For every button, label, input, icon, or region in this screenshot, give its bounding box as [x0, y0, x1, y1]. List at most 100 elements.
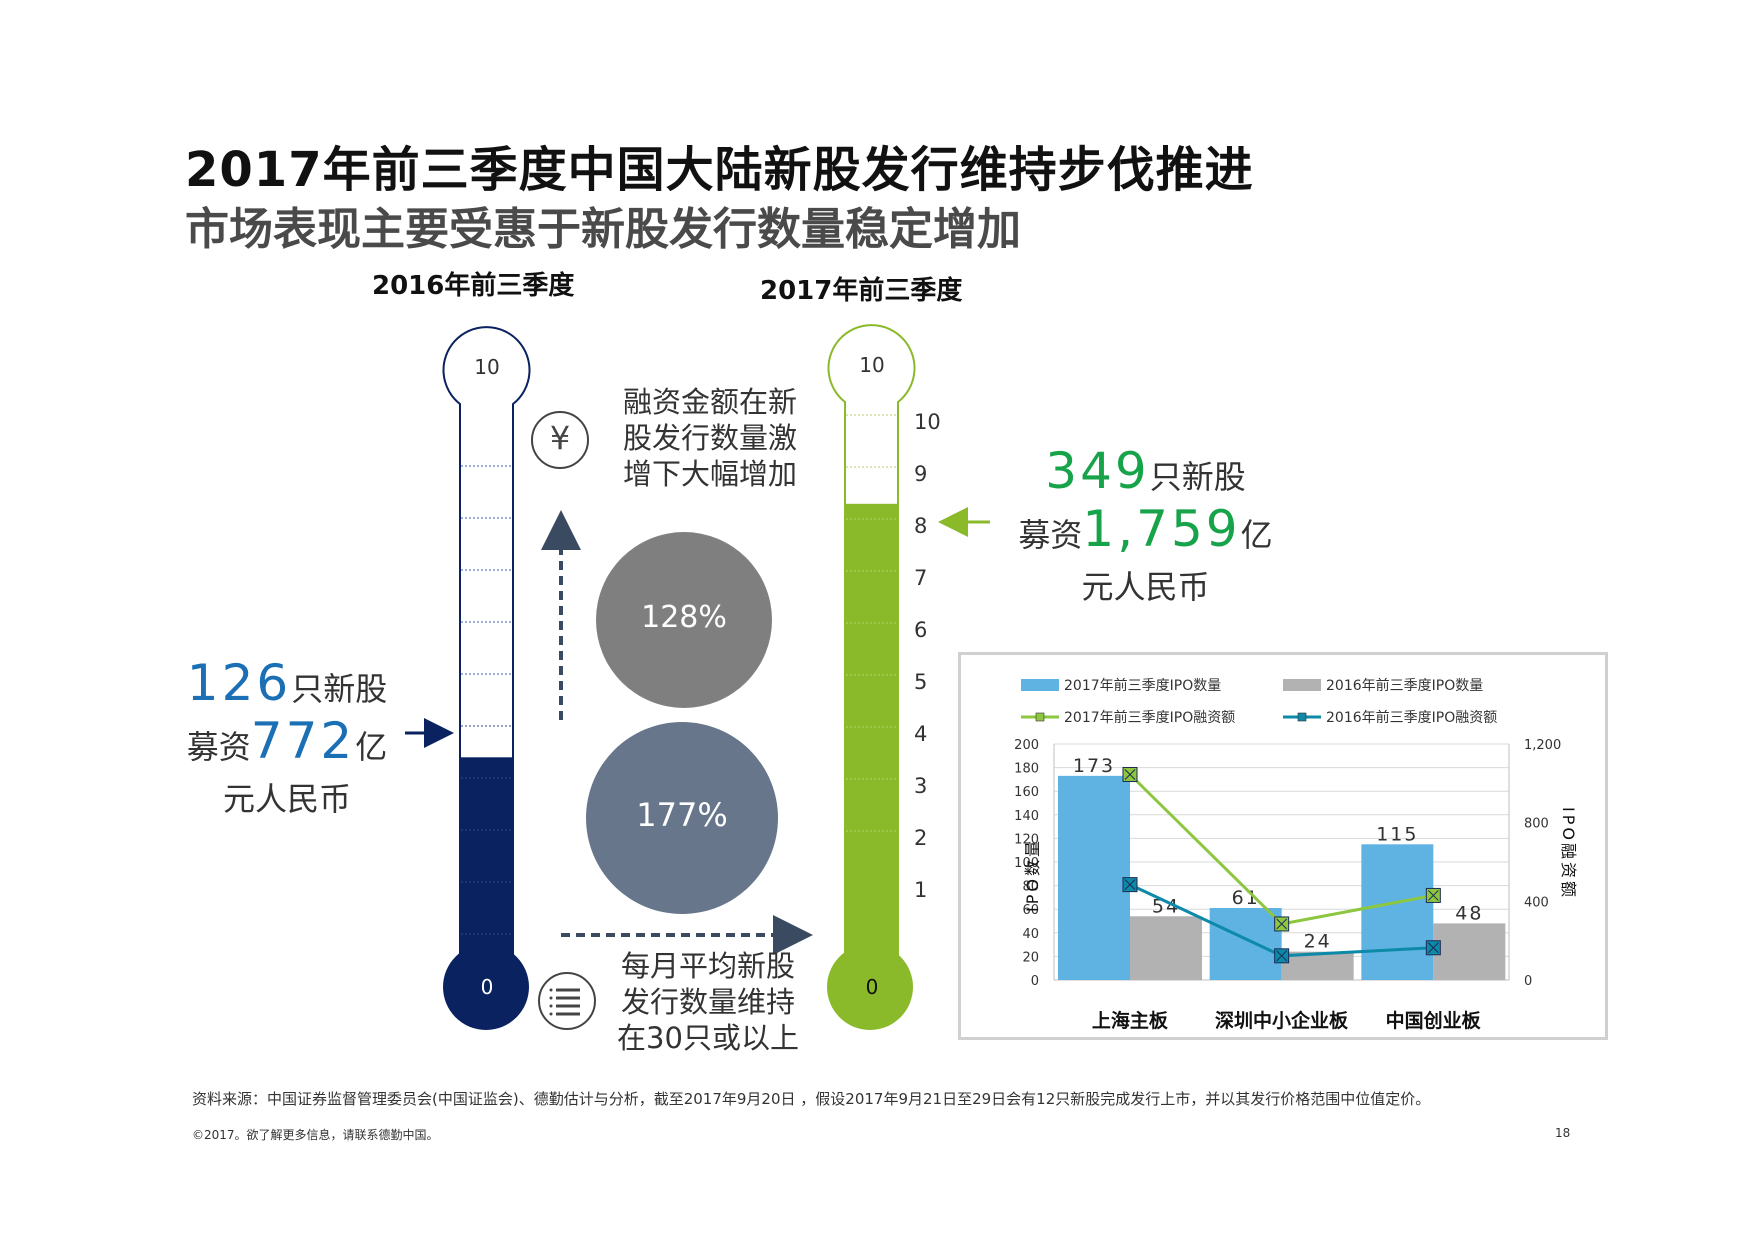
right-scale-label: 8 [914, 514, 928, 538]
right-raise-amount: 1,759 [1082, 500, 1241, 558]
left-currency: 元人民币 [222, 780, 351, 818]
y2-tick-label: 800 [1524, 817, 1549, 832]
bar-2017 [1209, 908, 1282, 980]
yen-symbol: ¥ [549, 419, 571, 457]
source-note: 资料来源：中国证券监督管理委员会(中国证监会)、德勤估计与分析，截至2017年9… [192, 1090, 1431, 1108]
bar-2016 [1130, 916, 1202, 980]
left-count-unit: 只新股 [291, 670, 388, 708]
bar-2016-label: 24 [1304, 931, 1332, 953]
y-tick-label: 120 [1014, 832, 1039, 847]
category-label: 上海主板 [1092, 1009, 1169, 1032]
right-scale-label: 5 [914, 670, 928, 694]
right-raise-unit: 亿 [1240, 516, 1273, 554]
right-stats: 349只新股 募资1,759亿 元人民币 [1003, 445, 1288, 613]
y-tick-label: 60 [1022, 903, 1039, 918]
right-currency: 元人民币 [1081, 568, 1210, 606]
line-2016-point [1122, 877, 1138, 893]
right-raise-line: 募资1,759亿 [1003, 503, 1288, 561]
left-raise-unit: 亿 [355, 728, 388, 766]
legend-label: 2016年前三季度IPO数量 [1326, 677, 1483, 694]
left-raise-prefix: 募资 [186, 728, 251, 766]
y2-tick-label: 1,200 [1524, 738, 1561, 753]
note-bottom: 每月平均新股 发行数量维持 在30只或以上 [608, 948, 808, 1056]
y-tick-label: 140 [1014, 809, 1039, 824]
category-label: 中国创业板 [1386, 1009, 1482, 1032]
yen-icon [531, 411, 589, 469]
y-tick-label: 160 [1014, 785, 1039, 800]
bar-2016-label: 54 [1152, 895, 1180, 917]
left-count: 126 [186, 654, 292, 712]
y2-tick-label: 400 [1524, 895, 1549, 910]
page-subtitle: 市场表现主要受惠于新股发行数量稳定增加 [185, 204, 1021, 255]
note-bottom-line-1: 每月平均新股 [620, 949, 795, 983]
page-title: 2017年前三季度中国大陆新股发行维持步伐推进 [185, 142, 1254, 198]
left-raise-amount: 772 [250, 712, 356, 770]
y-tick-label: 40 [1022, 927, 1039, 942]
ipo-chart-svg: 2017年前三季度IPO数量 2016年前三季度IPO数量 2017年前三季度IPO… [1014, 677, 1578, 1032]
note-top: 融资金额在新 股发行数量激 增下大幅增加 [610, 384, 810, 492]
legend-swatch [1021, 679, 1059, 691]
line-2017-point [1425, 887, 1441, 903]
y-tick-label: 0 [1031, 974, 1039, 989]
bar-2017 [1361, 844, 1434, 980]
right-raise-prefix: 募资 [1018, 516, 1083, 554]
note-top-line-3: 增下大幅增加 [622, 457, 797, 491]
legend-label: 2017年前三季度IPO数量 [1064, 677, 1221, 694]
growth-circle-top [596, 532, 772, 708]
ipo-combo-chart: 2017年前三季度IPO数量 2016年前三季度IPO数量 2017年前三季度IPO… [958, 652, 1608, 1040]
right-scale-label: 9 [914, 462, 928, 486]
growth-circle-bottom [586, 722, 778, 914]
note-bottom-line-2: 发行数量维持 [620, 985, 795, 1019]
left-thermo-top-value: 10 [474, 355, 500, 379]
line-2016-point [1425, 940, 1441, 956]
legend-label: 2017年前三季度IPO融资额 [1064, 709, 1235, 726]
right-count-line: 349只新股 [1003, 445, 1288, 503]
copyright: ©2017。欲了解更多信息，请联系德勤中国。 [192, 1128, 439, 1142]
y-tick-label: 180 [1014, 762, 1039, 777]
note-bottom-line-3: 在30只或以上 [617, 1021, 799, 1055]
legend-swatch [1283, 679, 1321, 691]
y2-axis-title: IPO融资额 [1559, 807, 1578, 900]
right-thermometer [827, 324, 916, 1030]
y-tick-label: 20 [1022, 950, 1039, 965]
right-thermo-fill [845, 503, 898, 994]
y-tick-label: 100 [1014, 856, 1039, 871]
right-count-unit: 只新股 [1149, 458, 1246, 496]
right-scale-label: 2 [914, 826, 928, 850]
y-tick-label: 200 [1014, 738, 1039, 753]
bar-2016-label: 48 [1455, 902, 1483, 924]
line-2016-point [1274, 948, 1290, 964]
page-number: 18 [1555, 1126, 1571, 1140]
left-thermo-fill [460, 757, 513, 994]
list-icon [538, 972, 596, 1030]
left-raise-line: 募资772亿 [172, 715, 402, 773]
legend-marker [1297, 712, 1307, 722]
legend-label: 2016年前三季度IPO融资额 [1326, 709, 1497, 726]
note-top-line-2: 股发行数量激 [622, 421, 797, 455]
right-scale-label: 1 [914, 878, 928, 902]
right-scale-label: 10 [914, 410, 941, 434]
right-thermo-top-value: 10 [859, 353, 885, 377]
legend-marker [1035, 712, 1045, 722]
left-stats: 126只新股 募资772亿 元人民币 [172, 657, 402, 825]
right-count: 349 [1045, 442, 1150, 500]
left-period-label: 2016年前三季度 [372, 271, 575, 301]
right-thermo-outline [827, 324, 916, 961]
bar-2016 [1433, 923, 1506, 980]
bar-2017-label: 173 [1073, 755, 1115, 777]
growth-circle-bottom-value: 177% [636, 796, 728, 834]
line-2017-point [1122, 766, 1138, 782]
y-axis-title: IPO数量 [1023, 838, 1042, 912]
left-thermometer [442, 326, 531, 1030]
growth-circle-top-value: 128% [641, 600, 727, 635]
right-scale-label: 3 [914, 774, 928, 798]
right-scale-label: 6 [914, 618, 928, 642]
left-thermo-outline [442, 326, 531, 961]
category-label: 深圳中小企业板 [1215, 1009, 1349, 1032]
line-2017-point [1274, 916, 1290, 932]
bar-2017 [1058, 775, 1130, 980]
bar-2017-label: 115 [1376, 823, 1418, 845]
left-thermo-bottom-value: 0 [480, 975, 494, 999]
right-thermo-bottom-value: 0 [865, 975, 879, 999]
